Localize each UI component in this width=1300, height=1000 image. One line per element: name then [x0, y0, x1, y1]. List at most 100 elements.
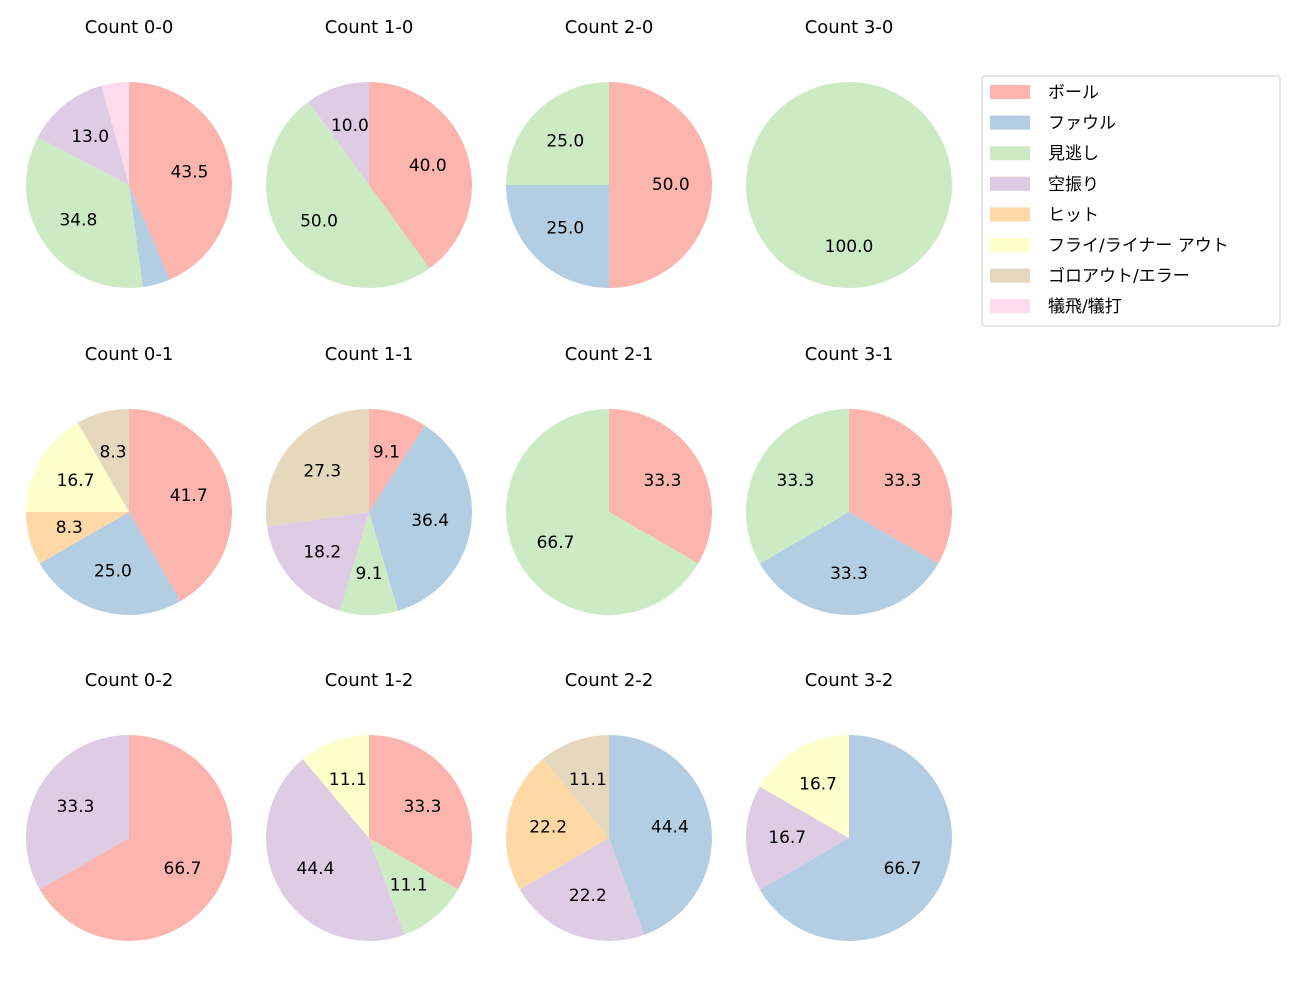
pie-title: Count 3-2 [805, 670, 894, 691]
slice-label: 27.3 [303, 462, 341, 482]
slice-label: 36.4 [411, 511, 449, 531]
legend-label: ゴロアウト/エラー [1048, 266, 1190, 287]
slice-label: 8.3 [100, 442, 127, 462]
pie-title: Count 0-0 [85, 17, 174, 38]
slice-label: 11.1 [329, 770, 367, 790]
pie-slice [609, 735, 712, 935]
slice-label: 16.7 [768, 828, 806, 848]
pie-slice [26, 512, 129, 564]
pie-slice [339, 512, 399, 615]
slice-label: 16.7 [799, 774, 837, 794]
pie-slice [129, 82, 232, 280]
slice-label: 22.2 [569, 886, 607, 906]
slice-label: 10.0 [331, 116, 369, 136]
pie-title: Count 1-1 [325, 344, 414, 365]
slice-label: 33.3 [830, 564, 868, 584]
slice-label: 41.7 [170, 486, 208, 506]
legend-label: ボール [1048, 83, 1099, 103]
slice-label: 40.0 [409, 156, 447, 176]
legend-label: 空振り [1048, 175, 1099, 195]
legend-swatch [990, 85, 1030, 99]
pie-slice [265, 759, 405, 941]
slice-label: 16.7 [57, 471, 95, 491]
pie-slice [101, 82, 129, 185]
slice-label: 25.0 [546, 131, 584, 151]
pie-slice [745, 409, 849, 564]
slice-label: 25.0 [94, 562, 132, 582]
slice-label: 33.3 [777, 471, 815, 491]
legend-swatch [990, 299, 1030, 314]
slice-label: 66.7 [884, 859, 922, 879]
pie-slice [746, 82, 952, 288]
pie-slice [129, 185, 170, 288]
slice-label: 18.2 [303, 542, 341, 562]
slice-label: 43.5 [171, 163, 209, 183]
pie-slice [308, 82, 369, 185]
slice-label: 22.2 [529, 817, 567, 837]
pie-slice [266, 409, 369, 527]
slice-label: 50.0 [300, 211, 338, 231]
pie-slice [369, 409, 425, 512]
slice-label: 25.0 [546, 219, 584, 239]
pie-slice [369, 735, 472, 890]
pie-slice [505, 759, 609, 890]
pie-slice [609, 409, 712, 564]
pie-title: Count 3-0 [805, 17, 894, 38]
pie-slice [759, 735, 953, 941]
pie-title: Count 2-2 [565, 670, 654, 691]
slice-label: 33.3 [884, 471, 922, 491]
pie-slice [542, 735, 609, 838]
slice-label: 33.3 [644, 471, 682, 491]
pie-title: Count 1-2 [325, 670, 414, 691]
slice-label: 8.3 [56, 518, 83, 538]
legend-box [981, 75, 1281, 327]
pie-slice [745, 786, 849, 890]
pie-slice [849, 409, 952, 564]
pie-slice [39, 735, 233, 941]
pie-title: Count 3-1 [805, 344, 894, 365]
slice-label: 100.0 [825, 237, 874, 257]
pie-slice [267, 512, 369, 611]
pie-slice [302, 735, 369, 838]
slice-label: 34.8 [59, 210, 97, 230]
slice-label: 33.3 [57, 797, 95, 817]
pie-title: Count 1-0 [325, 17, 414, 38]
legend-label: 見逃し [1048, 144, 1099, 164]
pie-slice [609, 82, 712, 288]
legend-swatch [990, 268, 1030, 283]
pie-slice [369, 425, 472, 611]
pie-slice [506, 82, 609, 185]
slice-label: 44.4 [651, 817, 689, 837]
slice-label: 66.7 [164, 859, 202, 879]
pie-title: Count 2-0 [565, 17, 654, 38]
slice-label: 50.0 [652, 175, 690, 195]
pie-slice [369, 82, 472, 269]
slice-label: 11.1 [390, 875, 428, 895]
pie-title: Count 0-2 [85, 670, 174, 691]
slice-label: 9.1 [355, 564, 382, 584]
pie-slice [369, 838, 459, 935]
slice-label: 9.1 [373, 443, 400, 463]
legend-swatch [990, 176, 1030, 191]
legend-label: フライ/ライナー アウト [1048, 236, 1229, 256]
pie-slice [506, 185, 609, 288]
legend-swatch [990, 207, 1030, 222]
pie-title: Count 2-1 [565, 344, 654, 365]
pie-title: Count 0-1 [85, 344, 174, 365]
legend-swatch [990, 238, 1030, 252]
slice-label: 33.3 [404, 797, 442, 817]
slice-label: 66.7 [537, 533, 575, 553]
slice-label: 13.0 [71, 127, 109, 147]
pie-slice [519, 838, 645, 941]
pie-slice [77, 409, 129, 512]
legend-label: ファウル [1048, 114, 1116, 134]
pie-slice [39, 512, 181, 615]
pie-slice [129, 409, 232, 602]
slice-label: 44.4 [297, 859, 335, 879]
pie-slice [26, 422, 129, 512]
legend-label: 犠飛/犠打 [1048, 297, 1122, 317]
legend-swatch [990, 146, 1030, 161]
pie-slice [37, 85, 129, 185]
pie-slice [759, 735, 849, 838]
